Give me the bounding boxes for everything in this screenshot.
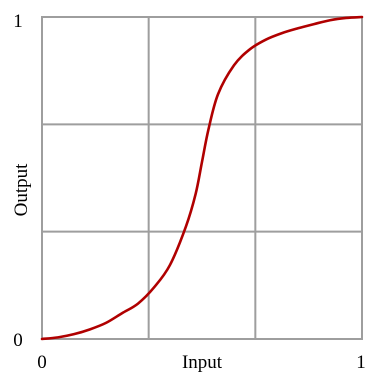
plot-frame xyxy=(41,16,363,340)
x-axis-label: Input xyxy=(182,352,223,373)
grid xyxy=(42,17,362,339)
series-layer xyxy=(40,15,364,341)
x-tick-left: 0 xyxy=(37,352,47,373)
series-line-0 xyxy=(40,15,364,341)
y-tick-bottom: 0 xyxy=(13,330,23,351)
y-axis-label: Output xyxy=(11,163,32,217)
plot-border xyxy=(41,16,363,340)
x-tick-right: 1 xyxy=(356,352,365,373)
y-tick-top: 1 xyxy=(13,11,23,32)
